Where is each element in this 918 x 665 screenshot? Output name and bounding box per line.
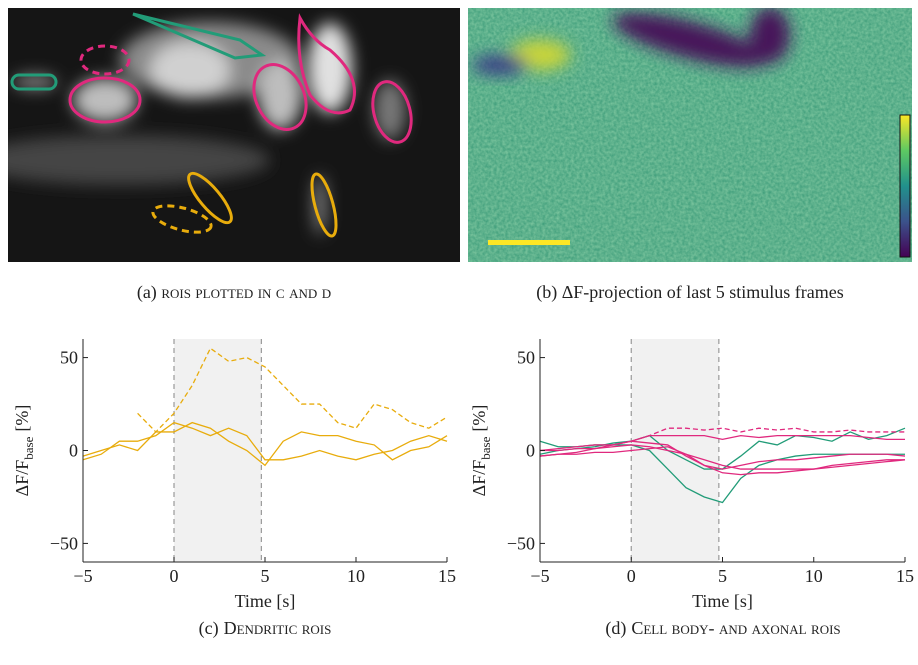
x-tick-label: 10 <box>805 566 823 586</box>
image-b <box>468 8 912 262</box>
caption-a: (a) rois plotted in c and d <box>137 282 331 303</box>
y-tick-label: 0 <box>526 441 535 461</box>
x-tick-label: 15 <box>896 566 914 586</box>
y-label-sub: base <box>478 436 493 459</box>
y-label-main: ΔF/F <box>12 460 32 497</box>
y-tick-label: −50 <box>507 533 535 553</box>
x-tick-label: −5 <box>530 566 549 586</box>
y-axis-label: ΔF/Fbase [%] <box>469 405 493 497</box>
data-line <box>631 427 905 442</box>
data-line <box>540 444 905 470</box>
data-line <box>82 421 448 467</box>
caption-tag: (d) <box>605 618 626 639</box>
y-tick-label: 50 <box>60 348 78 368</box>
y-tick-label: 50 <box>517 348 535 368</box>
caption: (d) Cell body- and axonal rois <box>605 618 840 639</box>
y-tick-label: −50 <box>50 533 78 553</box>
y-label-unit: [%] <box>12 405 32 432</box>
x-tick-label: 0 <box>627 566 636 586</box>
caption-tag: (c) <box>199 618 219 639</box>
x-tick-label: 5 <box>718 566 727 586</box>
caption-b: (b) ΔF-projection of last 5 stimulus fra… <box>536 282 844 303</box>
data-line <box>539 446 906 476</box>
x-tick-label: 10 <box>347 566 365 586</box>
caption-text: Dendritic rois <box>224 618 332 638</box>
y-label-unit: [%] <box>469 405 489 432</box>
x-axis-label: Time [s] <box>692 591 753 611</box>
data-line <box>82 421 448 461</box>
stimulus-band <box>631 339 719 562</box>
y-axis-label: ΔF/Fbase [%] <box>12 405 36 497</box>
y-label-main: ΔF/F <box>469 460 489 497</box>
data-line <box>137 347 448 433</box>
data-line <box>539 434 905 452</box>
image-a <box>8 8 460 262</box>
caption-text: Cell body- and axonal rois <box>631 618 840 638</box>
stimulus-band <box>174 339 262 562</box>
y-label-sub: base <box>21 436 36 459</box>
x-tick-label: 15 <box>438 566 456 586</box>
x-tick-label: −5 <box>73 566 92 586</box>
x-tick-label: 0 <box>170 566 179 586</box>
x-tick-label: 5 <box>261 566 270 586</box>
data-line <box>539 440 905 504</box>
x-axis-label: Time [s] <box>235 591 296 611</box>
caption: (c) Dendritic rois <box>199 618 332 639</box>
y-tick-label: 0 <box>69 441 78 461</box>
